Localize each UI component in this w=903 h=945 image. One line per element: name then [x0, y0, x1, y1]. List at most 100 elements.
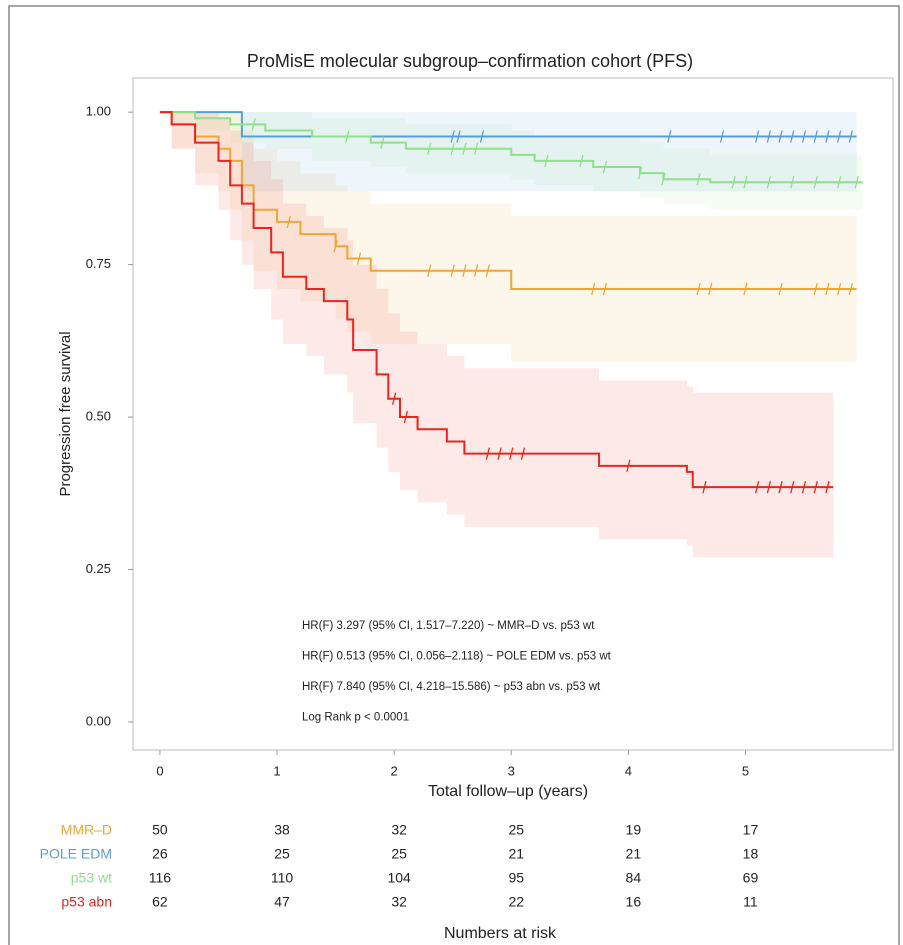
- x-tick-label: 2: [391, 763, 398, 778]
- censor-mark: [356, 252, 362, 265]
- censor-mark: [333, 240, 338, 253]
- censor-mark: [667, 130, 672, 143]
- censor-mark: [755, 130, 760, 143]
- risk-row-name: POLE EDM: [40, 846, 112, 862]
- censor-mark: [462, 142, 467, 155]
- y-axis-label: Progression free survival: [57, 331, 74, 496]
- annotation: HR(F) 3.297 (95% CI, 1.517–7.220) ~ MMR–…: [302, 620, 595, 632]
- censor-mark: [801, 130, 807, 143]
- censor-mark: [790, 481, 795, 494]
- censor-mark: [456, 130, 461, 143]
- y-tick-label: 1.00: [86, 104, 111, 119]
- censor-mark: [450, 142, 455, 155]
- censor-mark: [766, 481, 772, 494]
- risk-row-name: p53 wt: [71, 870, 112, 886]
- risk-count: 18: [743, 846, 759, 862]
- censor-mark: [790, 130, 795, 143]
- x-tick-label: 1: [273, 763, 280, 778]
- censor-mark: [544, 154, 549, 168]
- risk-row-name: MMR–D: [61, 822, 112, 838]
- censor-mark: [825, 130, 830, 143]
- censor-mark: [497, 447, 502, 460]
- outer-frame: [8, 5, 900, 945]
- censor-mark: [813, 481, 818, 494]
- censor-mark: [380, 136, 385, 149]
- censor-mark: [837, 176, 842, 189]
- censor-mark: [719, 130, 725, 143]
- censor-mark: [755, 481, 760, 494]
- risk-count: 21: [626, 846, 642, 862]
- y-tick-label: 0.50: [86, 408, 111, 423]
- censor-mark: [427, 142, 432, 155]
- censor-mark: [702, 481, 707, 494]
- censor-mark: [848, 130, 853, 143]
- censor-mark: [743, 176, 748, 189]
- censor-mark: [251, 118, 256, 131]
- risk-count: 25: [274, 846, 290, 862]
- censor-mark: [825, 481, 830, 494]
- censor-mark: [473, 264, 479, 277]
- survival-curve: [159, 111, 863, 184]
- risk-count: 26: [152, 846, 168, 862]
- censor-mark: [731, 176, 736, 189]
- confidence-band: [159, 112, 857, 192]
- censor-mark: [854, 176, 859, 189]
- censor-mark: [473, 142, 479, 155]
- plot-frame: [132, 77, 894, 751]
- censor-mark: [848, 282, 853, 296]
- censor-mark: [450, 130, 455, 143]
- censor-mark: [813, 130, 818, 143]
- confidence-band: [159, 112, 834, 558]
- censor-mark: [778, 282, 783, 296]
- risk-count: 19: [626, 822, 642, 838]
- censor-mark: [778, 130, 783, 143]
- censor-mark: [766, 176, 772, 189]
- censor-mark: [837, 130, 842, 143]
- risk-count: 25: [391, 846, 407, 862]
- censor-mark: [602, 160, 608, 174]
- confidence-band: [159, 112, 857, 363]
- censor-mark: [403, 410, 408, 424]
- censor-mark: [520, 447, 526, 460]
- censor-mark: [696, 173, 701, 186]
- x-tick-label: 4: [625, 763, 632, 778]
- censor-mark: [591, 282, 596, 296]
- censor-mark: [345, 130, 350, 143]
- censor-mark: [626, 459, 631, 472]
- annotation: HR(F) 0.513 (95% CI, 0.056–2.118) ~ POLE…: [302, 651, 612, 663]
- risk-row-name: p53 abn: [61, 894, 112, 910]
- risk-count: 25: [508, 822, 524, 838]
- censor-mark: [485, 447, 490, 460]
- survival-curve: [159, 111, 857, 290]
- y-tick-label: 0.00: [86, 713, 111, 728]
- x-tick-label: 3: [508, 763, 515, 778]
- censor-mark: [708, 282, 713, 296]
- survival-curve: [159, 111, 834, 489]
- risk-count: 116: [149, 870, 172, 886]
- x-tick-label: 0: [156, 763, 163, 778]
- risk-count: 11: [743, 894, 758, 910]
- risk-count: 95: [508, 870, 524, 886]
- censor-mark: [813, 282, 818, 296]
- censor-mark: [661, 173, 666, 186]
- censor-mark: [479, 130, 485, 143]
- risk-count: 110: [271, 870, 294, 886]
- censor-mark: [286, 215, 291, 229]
- censor-mark: [743, 282, 748, 296]
- risk-count: 17: [743, 822, 759, 838]
- risk-count: 32: [391, 894, 407, 910]
- censor-mark: [392, 392, 397, 405]
- censor-mark: [462, 264, 467, 277]
- censor-mark: [790, 176, 795, 189]
- x-tick-label: 5: [742, 763, 749, 778]
- risk-count: 50: [152, 822, 168, 838]
- censor-mark: [637, 166, 643, 180]
- censor-mark: [602, 282, 608, 296]
- risk-count: 104: [387, 870, 411, 886]
- y-tick-label: 0.25: [86, 561, 111, 576]
- censor-mark: [450, 264, 455, 277]
- risk-count: 62: [152, 894, 168, 910]
- risk-count: 16: [626, 894, 642, 910]
- annotation: HR(F) 7.840 (95% CI, 4.218–15.586) ~ p53…: [302, 681, 601, 693]
